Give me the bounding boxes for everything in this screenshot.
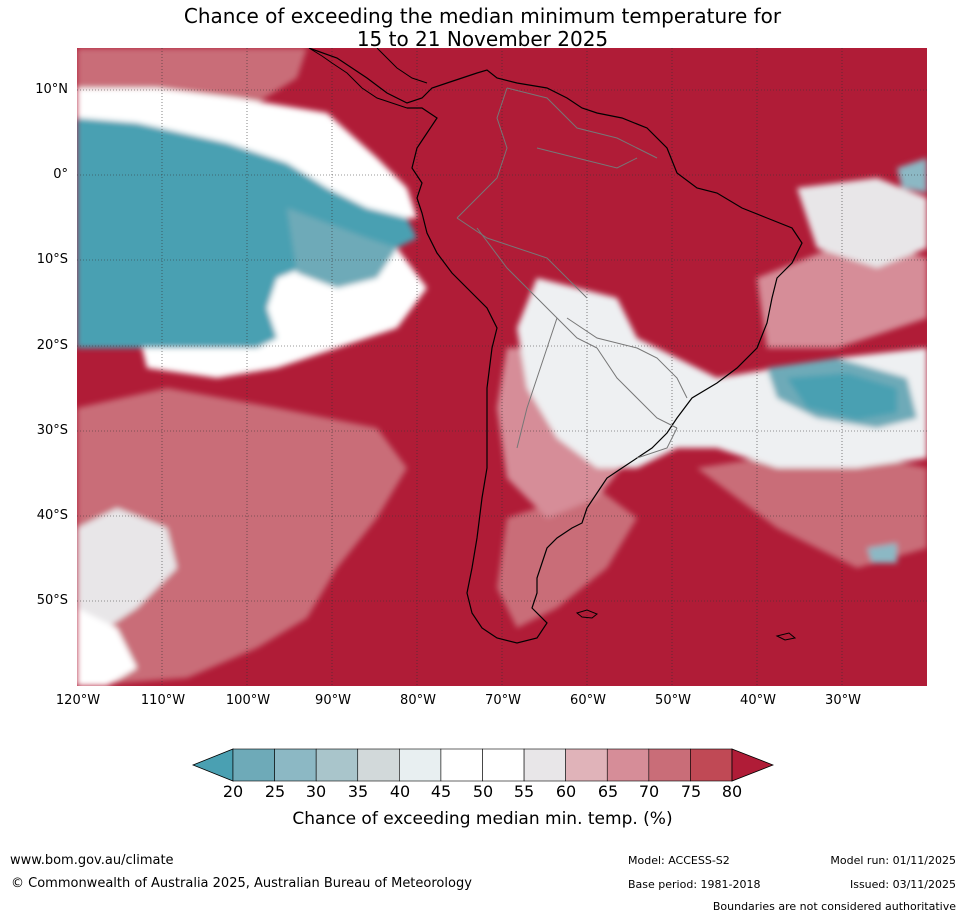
colorbar-segment: [565, 748, 608, 782]
boundary-disclaimer: Boundaries are not considered authoritat…: [712, 900, 956, 913]
lat-label-30s: 30°S: [36, 423, 68, 438]
lon-label-70w: 70°W: [485, 693, 521, 708]
colorbar-tick-25: 25: [264, 782, 286, 801]
colorbar-high-arrow: [731, 748, 774, 782]
pink-region-brazil-east: [757, 238, 927, 348]
pink-region-southwest: [77, 388, 407, 686]
model-info: Model: ACCESS-S2: [628, 854, 730, 867]
falkland-islands: [575, 609, 598, 619]
colorbar-segment: [523, 748, 566, 782]
colorbar-tick-35: 35: [347, 782, 369, 801]
white-band-south-america: [517, 278, 927, 468]
map-title-line1: Chance of exceeding the median minimum t…: [183, 4, 782, 28]
copyright-notice: © Commonwealth of Australia 2025, Austra…: [11, 876, 472, 891]
blue-region-pacific-tongue: [287, 208, 397, 288]
blue-patch-atlantic-east: [897, 158, 927, 193]
colorbar-segment: [648, 748, 691, 782]
lon-label-60w: 60°W: [570, 693, 606, 708]
lon-label-120w: 120°W: [55, 693, 101, 708]
colorbar-title: Chance of exceeding median min. temp. (%…: [292, 809, 673, 829]
lat-label-20s: 20°S: [36, 338, 68, 353]
lon-label-30w: 30°W: [825, 693, 861, 708]
colorbar-tick-45: 45: [430, 782, 452, 801]
colorbar-segment: [357, 748, 400, 782]
south-georgia: [775, 632, 797, 641]
lon-label-90w: 90°W: [315, 693, 351, 708]
issued-date: Issued: 03/11/2025: [849, 878, 956, 891]
colorbar-tick-20: 20: [222, 782, 244, 801]
pink-region-south: [497, 488, 637, 628]
country-borders: [456, 87, 688, 459]
colorbar-tick-60: 60: [555, 782, 577, 801]
colorbar-segment: [690, 748, 733, 782]
blue-region-equatorial-pacific: [77, 118, 417, 348]
white-patch-southwest: [77, 608, 137, 686]
colorbar-tick-80: 80: [721, 782, 743, 801]
colorbar-segment: [232, 748, 275, 782]
graticule: [77, 48, 927, 686]
lon-label-50w: 50°W: [655, 693, 691, 708]
colorbar-tick-55: 55: [513, 782, 535, 801]
lon-label-40w: 40°W: [740, 693, 776, 708]
colorbar-tick-40: 40: [389, 782, 411, 801]
colorbar-segment: [482, 748, 525, 782]
colorbar-tick-65: 65: [597, 782, 619, 801]
model-run-date: Model run: 01/11/2025: [830, 854, 956, 867]
white-patch-south-pacific: [77, 508, 177, 648]
colorbar-segment: [440, 748, 483, 782]
lon-label-110w: 110°W: [140, 693, 186, 708]
blue-patch-south-atlantic-small: [867, 543, 897, 563]
colorbar-tick-75: 75: [680, 782, 702, 801]
lat-label-10n: 10°N: [35, 82, 68, 97]
colorbar: [192, 748, 774, 782]
colorbar-segment: [606, 748, 650, 782]
map-panel: [77, 48, 927, 686]
base-period-info: Base period: 1981-2018: [628, 878, 761, 891]
pink-region-southeast: [697, 448, 927, 568]
map-title-line2: 15 to 21 November 2025: [356, 27, 609, 51]
lat-label-50s: 50°S: [36, 593, 68, 608]
central-america-coastline: [308, 48, 428, 109]
lon-label-100w: 100°W: [225, 693, 271, 708]
colorbar-segment: [274, 748, 317, 782]
south-america-coastline: [308, 48, 803, 644]
website-link[interactable]: www.bom.gov.au/climate: [10, 853, 174, 868]
colorbar-segment: [315, 748, 359, 782]
white-patch-atlantic: [797, 178, 927, 268]
lat-label-40s: 40°S: [36, 508, 68, 523]
colorbar-tick-70: 70: [638, 782, 660, 801]
lon-label-80w: 80°W: [400, 693, 436, 708]
colorbar-segment: [399, 748, 442, 782]
colorbar-tick-50: 50: [472, 782, 494, 801]
lat-label-equator: 0°: [53, 167, 68, 182]
map-canvas: [77, 48, 927, 686]
colorbar-low-arrow: [192, 748, 234, 782]
lat-label-10s: 10°S: [36, 252, 68, 267]
colorbar-tick-30: 30: [305, 782, 327, 801]
